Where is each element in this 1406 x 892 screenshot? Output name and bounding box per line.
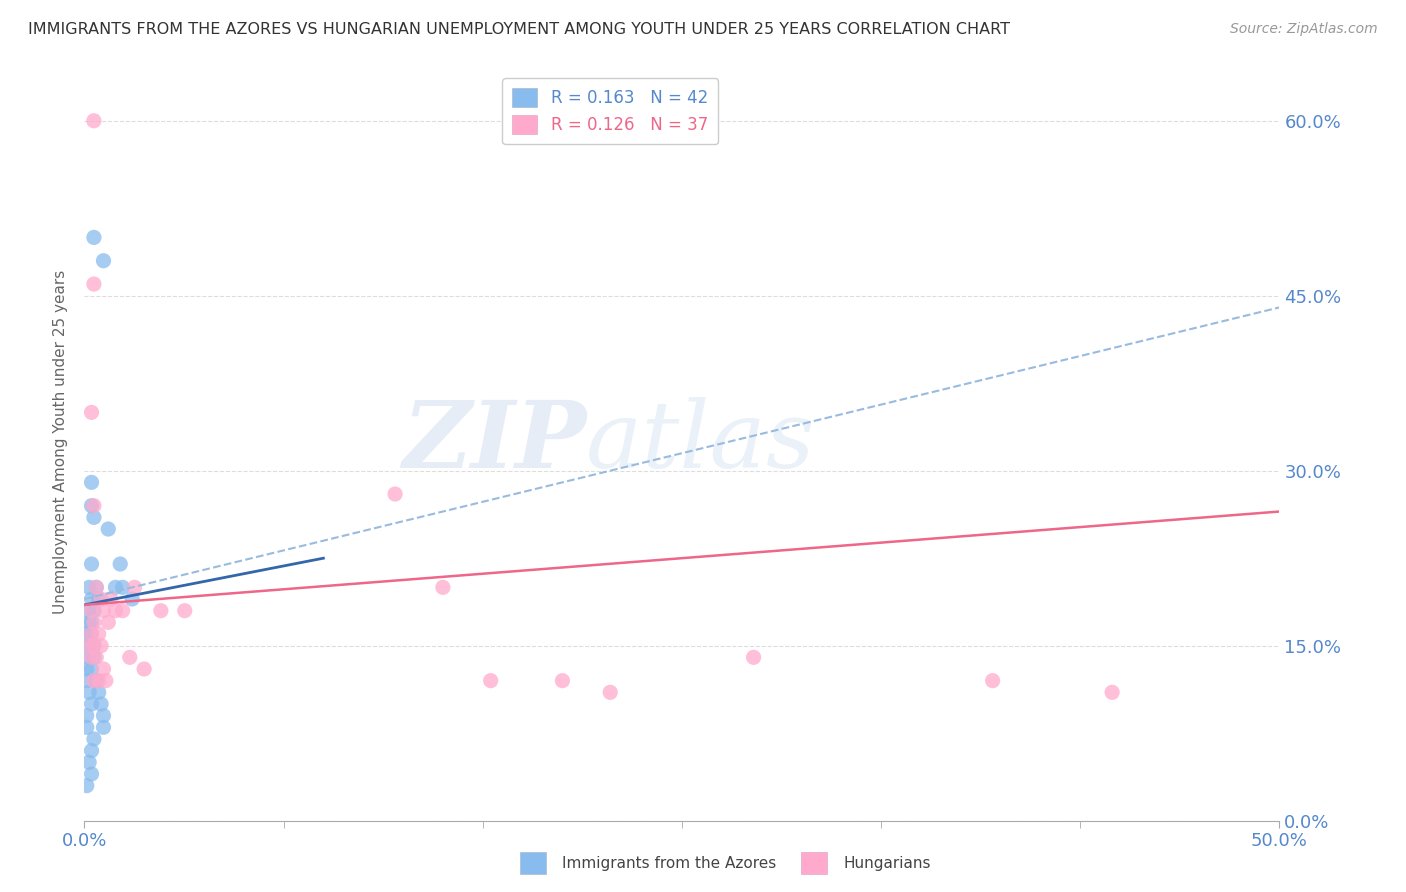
- Point: [83, 230, 105, 244]
- Point: [83, 510, 105, 524]
- Point: [1101, 685, 1123, 699]
- Point: [80, 475, 103, 490]
- Point: [86, 673, 108, 688]
- Point: [149, 604, 172, 618]
- Point: [80, 767, 103, 781]
- Point: [80, 627, 103, 641]
- Point: [76, 720, 98, 734]
- Point: [83, 673, 105, 688]
- Point: [86, 580, 108, 594]
- Point: [80, 499, 103, 513]
- Point: [76, 673, 98, 688]
- Point: [90, 697, 112, 711]
- Point: [97, 522, 120, 536]
- Point: [124, 580, 146, 594]
- Point: [100, 592, 122, 607]
- Point: [110, 557, 132, 571]
- Point: [76, 779, 98, 793]
- Point: [83, 639, 105, 653]
- Text: IMMIGRANTS FROM THE AZORES VS HUNGARIAN UNEMPLOYMENT AMONG YOUTH UNDER 25 YEARS : IMMIGRANTS FROM THE AZORES VS HUNGARIAN …: [28, 22, 1010, 37]
- Point: [77, 639, 100, 653]
- Point: [80, 557, 103, 571]
- Point: [384, 487, 406, 501]
- Point: [173, 604, 195, 618]
- Point: [77, 756, 100, 770]
- Point: [93, 720, 115, 734]
- Point: [97, 615, 120, 630]
- Point: [76, 708, 98, 723]
- Point: [90, 639, 112, 653]
- Point: [80, 650, 103, 665]
- Point: [90, 592, 112, 607]
- Point: [80, 662, 103, 676]
- Text: ZIP: ZIP: [402, 397, 586, 486]
- Point: [77, 604, 100, 618]
- Point: [76, 662, 98, 676]
- Point: [87, 627, 110, 641]
- Point: [77, 639, 100, 653]
- Point: [83, 731, 105, 746]
- Point: [80, 697, 103, 711]
- Point: [80, 604, 103, 618]
- Point: [83, 277, 105, 291]
- Point: [83, 499, 105, 513]
- Point: [80, 592, 103, 607]
- Point: [479, 673, 502, 688]
- Point: [599, 685, 621, 699]
- Text: Source: ZipAtlas.com: Source: ZipAtlas.com: [1230, 22, 1378, 37]
- Text: Immigrants from the Azores: Immigrants from the Azores: [562, 856, 776, 871]
- Point: [111, 604, 134, 618]
- Point: [93, 253, 115, 268]
- Point: [118, 650, 141, 665]
- Point: [87, 673, 110, 688]
- Point: [86, 650, 108, 665]
- Point: [94, 673, 117, 688]
- Point: [80, 744, 103, 758]
- Point: [87, 592, 110, 607]
- Point: [80, 615, 103, 630]
- Point: [77, 685, 100, 699]
- Y-axis label: Unemployment Among Youth under 25 years: Unemployment Among Youth under 25 years: [53, 269, 69, 614]
- Text: Hungarians: Hungarians: [844, 856, 931, 871]
- Point: [111, 580, 134, 594]
- Point: [83, 639, 105, 653]
- Point: [83, 650, 105, 665]
- Point: [551, 673, 574, 688]
- Point: [93, 604, 115, 618]
- Point: [83, 615, 105, 630]
- Point: [80, 405, 103, 419]
- Point: [77, 650, 100, 665]
- Point: [83, 604, 105, 618]
- Legend: R = 0.163   N = 42, R = 0.126   N = 37: R = 0.163 N = 42, R = 0.126 N = 37: [502, 78, 718, 144]
- Text: atlas: atlas: [586, 397, 815, 486]
- Point: [121, 592, 143, 607]
- Point: [77, 615, 100, 630]
- Point: [83, 113, 105, 128]
- Point: [104, 604, 127, 618]
- Point: [132, 662, 156, 676]
- Point: [981, 673, 1004, 688]
- Point: [93, 662, 115, 676]
- Point: [87, 685, 110, 699]
- Point: [77, 580, 100, 594]
- Point: [80, 627, 103, 641]
- Point: [93, 708, 115, 723]
- Point: [432, 580, 454, 594]
- Point: [104, 580, 127, 594]
- Point: [742, 650, 765, 665]
- Point: [76, 627, 98, 641]
- Point: [86, 580, 108, 594]
